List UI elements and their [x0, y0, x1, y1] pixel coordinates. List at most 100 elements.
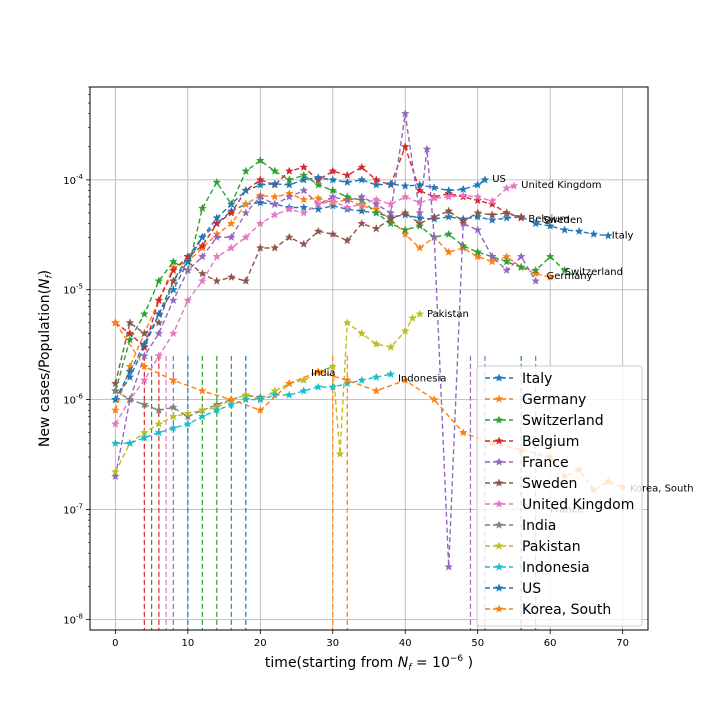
data-point [197, 276, 207, 285]
data-point [212, 213, 222, 222]
data-point [429, 395, 439, 404]
data-point [444, 206, 454, 215]
data-point [371, 199, 381, 208]
data-point [400, 225, 410, 234]
legend-swatch-marker [494, 499, 504, 508]
legend-swatch-marker [494, 604, 504, 613]
data-point [357, 175, 367, 184]
series-annotation: Sweden [543, 215, 583, 226]
data-point [328, 229, 338, 238]
data-point [531, 265, 541, 275]
data-point [509, 181, 519, 190]
data-point [328, 185, 338, 195]
series-annotation: Korea, South [630, 484, 694, 495]
data-point [212, 276, 222, 285]
data-point [270, 199, 280, 208]
x-tick-label: 50 [471, 638, 484, 649]
data-point [284, 390, 294, 399]
data-point [183, 408, 193, 418]
data-point [400, 142, 410, 151]
data-point [111, 467, 120, 476]
data-point [226, 232, 236, 242]
data-point [502, 213, 512, 222]
data-point [531, 269, 541, 278]
legend-swatch-marker [494, 415, 504, 424]
series-annotation: United Kingdom [521, 180, 601, 191]
data-point [111, 378, 120, 388]
legend-label: Pakistan [522, 539, 581, 555]
legend-label: Belgium [522, 434, 579, 450]
series-line [114, 159, 566, 392]
data-point [357, 375, 367, 384]
data-point [560, 265, 570, 275]
data-point [400, 181, 410, 190]
data-point [168, 295, 178, 305]
data-point [342, 195, 352, 205]
data-point [284, 166, 294, 175]
data-point [226, 272, 236, 281]
data-point [473, 212, 483, 221]
data-point [226, 400, 236, 409]
y-tick-label: 10-7 [63, 502, 83, 516]
data-point [111, 386, 120, 395]
series-annotation: Indonesia [398, 374, 446, 385]
data-point [111, 405, 120, 414]
data-point [444, 192, 454, 201]
data-point [357, 328, 367, 338]
y-tick-label: 10-8 [63, 612, 83, 626]
legend-label: Sweden [522, 476, 577, 492]
legend-box [476, 365, 643, 627]
data-point [299, 239, 309, 248]
data-point [226, 199, 236, 208]
data-point [197, 269, 207, 278]
data-point [342, 375, 352, 384]
data-point [183, 295, 193, 305]
data-point [241, 166, 251, 175]
data-point [415, 243, 425, 252]
legend-label: US [522, 581, 541, 597]
data-point [284, 378, 294, 388]
data-point [458, 216, 468, 225]
data-point [313, 172, 323, 182]
data-point [357, 192, 367, 201]
data-point [386, 179, 396, 188]
data-point [168, 412, 178, 421]
legend-swatch-marker [494, 541, 504, 550]
data-point [212, 405, 222, 414]
data-point [560, 225, 570, 234]
data-point [342, 378, 352, 388]
data-point [545, 221, 555, 230]
data-point [168, 265, 178, 275]
data-point [197, 412, 207, 421]
data-point [255, 219, 265, 228]
data-point [516, 252, 526, 261]
data-point [270, 243, 280, 252]
x-tick-label: 10 [181, 638, 194, 649]
data-point [226, 243, 236, 252]
data-point [371, 224, 381, 233]
series-annotation: Italy [612, 231, 634, 242]
data-point [444, 247, 454, 256]
legend: Italy Germany Switzerland Belgium France Swed… [476, 365, 643, 627]
data-point [299, 195, 309, 204]
data-point [386, 199, 396, 208]
data-point [574, 226, 584, 236]
data-point [111, 419, 120, 428]
data-point [168, 276, 178, 285]
data-point [154, 276, 164, 285]
data-point [226, 208, 236, 217]
x-tick-label: 70 [616, 638, 629, 649]
data-point [111, 471, 120, 481]
legend-label: France [522, 455, 569, 471]
data-point [487, 196, 497, 205]
data-point [371, 339, 381, 348]
y-axis-title: New cases/Population(Nf) [37, 270, 55, 447]
legend-label: Germany [522, 392, 586, 408]
data-point [299, 386, 309, 395]
series-annotation: India [311, 368, 336, 379]
data-point [241, 276, 251, 285]
data-point [429, 212, 439, 221]
data-point [328, 166, 338, 175]
data-point [342, 170, 352, 180]
